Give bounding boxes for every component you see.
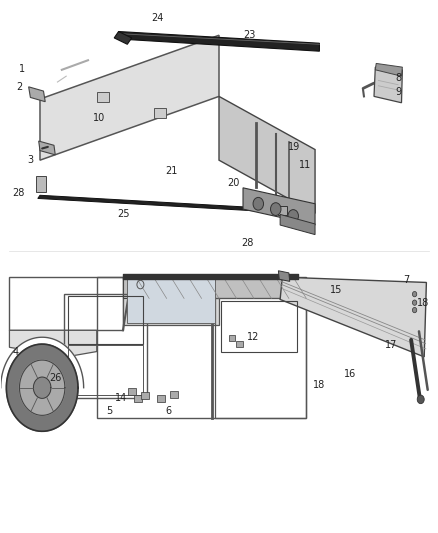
Text: 18: 18 — [417, 297, 429, 308]
Bar — [278, 206, 287, 215]
Bar — [229, 335, 235, 341]
Polygon shape — [39, 141, 55, 155]
Text: 6: 6 — [166, 406, 172, 416]
Polygon shape — [279, 271, 290, 281]
Text: 14: 14 — [115, 393, 127, 403]
Polygon shape — [123, 277, 297, 298]
Text: 9: 9 — [395, 87, 401, 97]
Polygon shape — [127, 279, 215, 323]
Polygon shape — [28, 87, 45, 102]
Text: 17: 17 — [385, 340, 398, 350]
Circle shape — [417, 395, 424, 403]
Polygon shape — [280, 277, 426, 357]
Bar — [157, 394, 165, 402]
Circle shape — [413, 300, 417, 305]
Bar — [170, 391, 178, 398]
Text: 21: 21 — [165, 166, 177, 176]
Polygon shape — [374, 67, 403, 103]
Text: 7: 7 — [404, 275, 410, 285]
Text: 1: 1 — [18, 64, 25, 74]
Text: 26: 26 — [49, 373, 61, 383]
Polygon shape — [40, 35, 219, 160]
Bar — [141, 392, 149, 399]
Polygon shape — [7, 344, 78, 431]
Text: 10: 10 — [93, 112, 105, 123]
Circle shape — [288, 209, 298, 222]
Text: 5: 5 — [106, 406, 112, 416]
Text: 24: 24 — [151, 13, 163, 23]
Text: 11: 11 — [299, 160, 311, 171]
Polygon shape — [114, 31, 132, 44]
Text: 28: 28 — [241, 238, 254, 247]
Text: 8: 8 — [395, 73, 401, 83]
Bar — [237, 341, 243, 348]
Text: 16: 16 — [344, 369, 356, 379]
Text: 23: 23 — [244, 30, 256, 41]
Polygon shape — [119, 31, 319, 51]
Polygon shape — [1, 337, 84, 387]
Polygon shape — [219, 96, 315, 213]
Polygon shape — [243, 188, 315, 225]
Text: 3: 3 — [27, 155, 33, 165]
Circle shape — [253, 197, 264, 210]
Circle shape — [413, 308, 417, 313]
Polygon shape — [123, 277, 219, 325]
Polygon shape — [10, 330, 97, 357]
Bar — [36, 176, 46, 192]
Text: 20: 20 — [227, 177, 239, 188]
Text: 15: 15 — [330, 286, 342, 295]
Polygon shape — [280, 214, 315, 235]
Bar — [97, 92, 109, 102]
Text: 28: 28 — [12, 188, 25, 198]
Polygon shape — [19, 360, 65, 415]
Circle shape — [271, 203, 281, 215]
Bar — [153, 108, 166, 118]
Polygon shape — [33, 377, 51, 398]
Text: 25: 25 — [117, 209, 130, 220]
Text: 2: 2 — [16, 82, 22, 92]
Bar — [134, 394, 142, 402]
Polygon shape — [38, 195, 283, 212]
Text: 18: 18 — [313, 379, 325, 390]
Text: 12: 12 — [247, 332, 259, 342]
Circle shape — [413, 292, 417, 297]
Text: 4: 4 — [13, 346, 19, 357]
Polygon shape — [375, 63, 403, 76]
Text: 19: 19 — [288, 142, 300, 152]
Bar — [128, 387, 136, 395]
